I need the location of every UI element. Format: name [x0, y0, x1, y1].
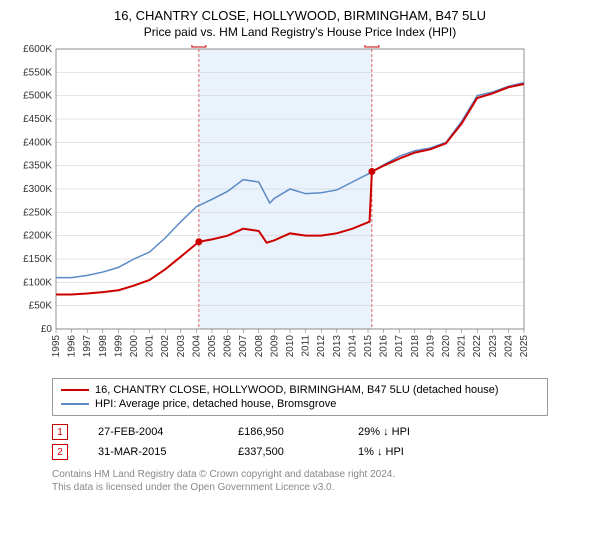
marker-badge: 2 — [52, 444, 68, 460]
legend-swatch — [61, 403, 89, 405]
svg-text:2022: 2022 — [472, 335, 483, 358]
marker-badge: 1 — [52, 424, 68, 440]
legend-label: HPI: Average price, detached house, Brom… — [95, 398, 336, 410]
svg-text:2002: 2002 — [160, 335, 171, 358]
svg-text:£200K: £200K — [23, 231, 52, 242]
svg-text:2011: 2011 — [301, 335, 312, 357]
svg-text:£100K: £100K — [23, 277, 52, 288]
marker-delta: 29% ↓ HPI — [358, 426, 410, 438]
svg-text:£150K: £150K — [23, 254, 52, 265]
svg-text:2017: 2017 — [394, 335, 405, 358]
svg-text:2004: 2004 — [191, 335, 202, 358]
chart-svg: £0 £50K £100K £150K £200K £250K £300K £350K £400… — [12, 45, 532, 365]
svg-text:2003: 2003 — [176, 335, 187, 358]
svg-text:2015: 2015 — [363, 335, 374, 358]
svg-text:2014: 2014 — [347, 335, 358, 358]
svg-text:1998: 1998 — [98, 335, 109, 358]
svg-text:2019: 2019 — [425, 335, 436, 358]
svg-text:2016: 2016 — [379, 335, 390, 358]
attribution-footer: Contains HM Land Registry data © Crown c… — [52, 468, 548, 494]
chart-title: 16, CHANTRY CLOSE, HOLLYWOOD, BIRMINGHAM… — [12, 8, 588, 23]
svg-text:2001: 2001 — [145, 335, 156, 358]
svg-text:2005: 2005 — [207, 335, 218, 358]
svg-text:2009: 2009 — [269, 335, 280, 358]
legend-swatch — [61, 389, 89, 391]
svg-text:£550K: £550K — [23, 67, 52, 78]
svg-text:£300K: £300K — [23, 184, 52, 195]
marker-date: 31-MAR-2015 — [98, 446, 208, 458]
svg-text:£450K: £450K — [23, 114, 52, 125]
svg-text:1995: 1995 — [51, 335, 62, 358]
footer-line: This data is licensed under the Open Gov… — [52, 481, 548, 494]
svg-text:2006: 2006 — [223, 335, 234, 358]
svg-text:£250K: £250K — [23, 207, 52, 218]
svg-text:2007: 2007 — [238, 335, 249, 358]
marker-delta: 1% ↓ HPI — [358, 446, 404, 458]
marker-row: 1 27-FEB-2004 £186,950 29% ↓ HPI — [52, 422, 548, 442]
svg-text:£600K: £600K — [23, 45, 52, 55]
footer-line: Contains HM Land Registry data © Crown c… — [52, 468, 548, 481]
svg-text:2021: 2021 — [457, 335, 468, 358]
chart-subtitle: Price paid vs. HM Land Registry's House … — [12, 25, 588, 39]
svg-text:1996: 1996 — [67, 335, 78, 358]
marker-date: 27-FEB-2004 — [98, 426, 208, 438]
sale-markers-table: 1 27-FEB-2004 £186,950 29% ↓ HPI 2 31-MAR-201… — [52, 422, 548, 462]
legend-label: 16, CHANTRY CLOSE, HOLLYWOOD, BIRMINGHAM… — [95, 384, 498, 396]
svg-text:£0: £0 — [41, 324, 53, 335]
legend-row: 16, CHANTRY CLOSE, HOLLYWOOD, BIRMINGHAM… — [61, 383, 539, 397]
svg-text:2025: 2025 — [519, 335, 530, 358]
svg-text:1: 1 — [196, 45, 202, 47]
svg-text:2023: 2023 — [488, 335, 499, 358]
svg-text:2012: 2012 — [316, 335, 327, 358]
legend-row: HPI: Average price, detached house, Brom… — [61, 397, 539, 411]
svg-text:2000: 2000 — [129, 335, 140, 358]
svg-text:2010: 2010 — [285, 335, 296, 358]
legend: 16, CHANTRY CLOSE, HOLLYWOOD, BIRMINGHAM… — [52, 378, 548, 416]
svg-text:1997: 1997 — [82, 335, 93, 358]
marker-row: 2 31-MAR-2015 £337,500 1% ↓ HPI — [52, 442, 548, 462]
svg-text:2024: 2024 — [503, 335, 514, 358]
svg-text:£500K: £500K — [23, 91, 52, 102]
marker-price: £186,950 — [238, 426, 328, 438]
price-chart: £0 £50K £100K £150K £200K £250K £300K £350K £400… — [12, 45, 588, 370]
svg-text:£350K: £350K — [23, 161, 52, 172]
svg-text:2008: 2008 — [254, 335, 265, 358]
svg-text:2: 2 — [369, 45, 375, 47]
svg-text:1999: 1999 — [113, 335, 124, 358]
svg-text:2020: 2020 — [441, 335, 452, 358]
marker-price: £337,500 — [238, 446, 328, 458]
svg-text:£50K: £50K — [29, 301, 53, 312]
svg-text:2018: 2018 — [410, 335, 421, 358]
svg-text:2013: 2013 — [332, 335, 343, 358]
svg-text:£400K: £400K — [23, 137, 52, 148]
